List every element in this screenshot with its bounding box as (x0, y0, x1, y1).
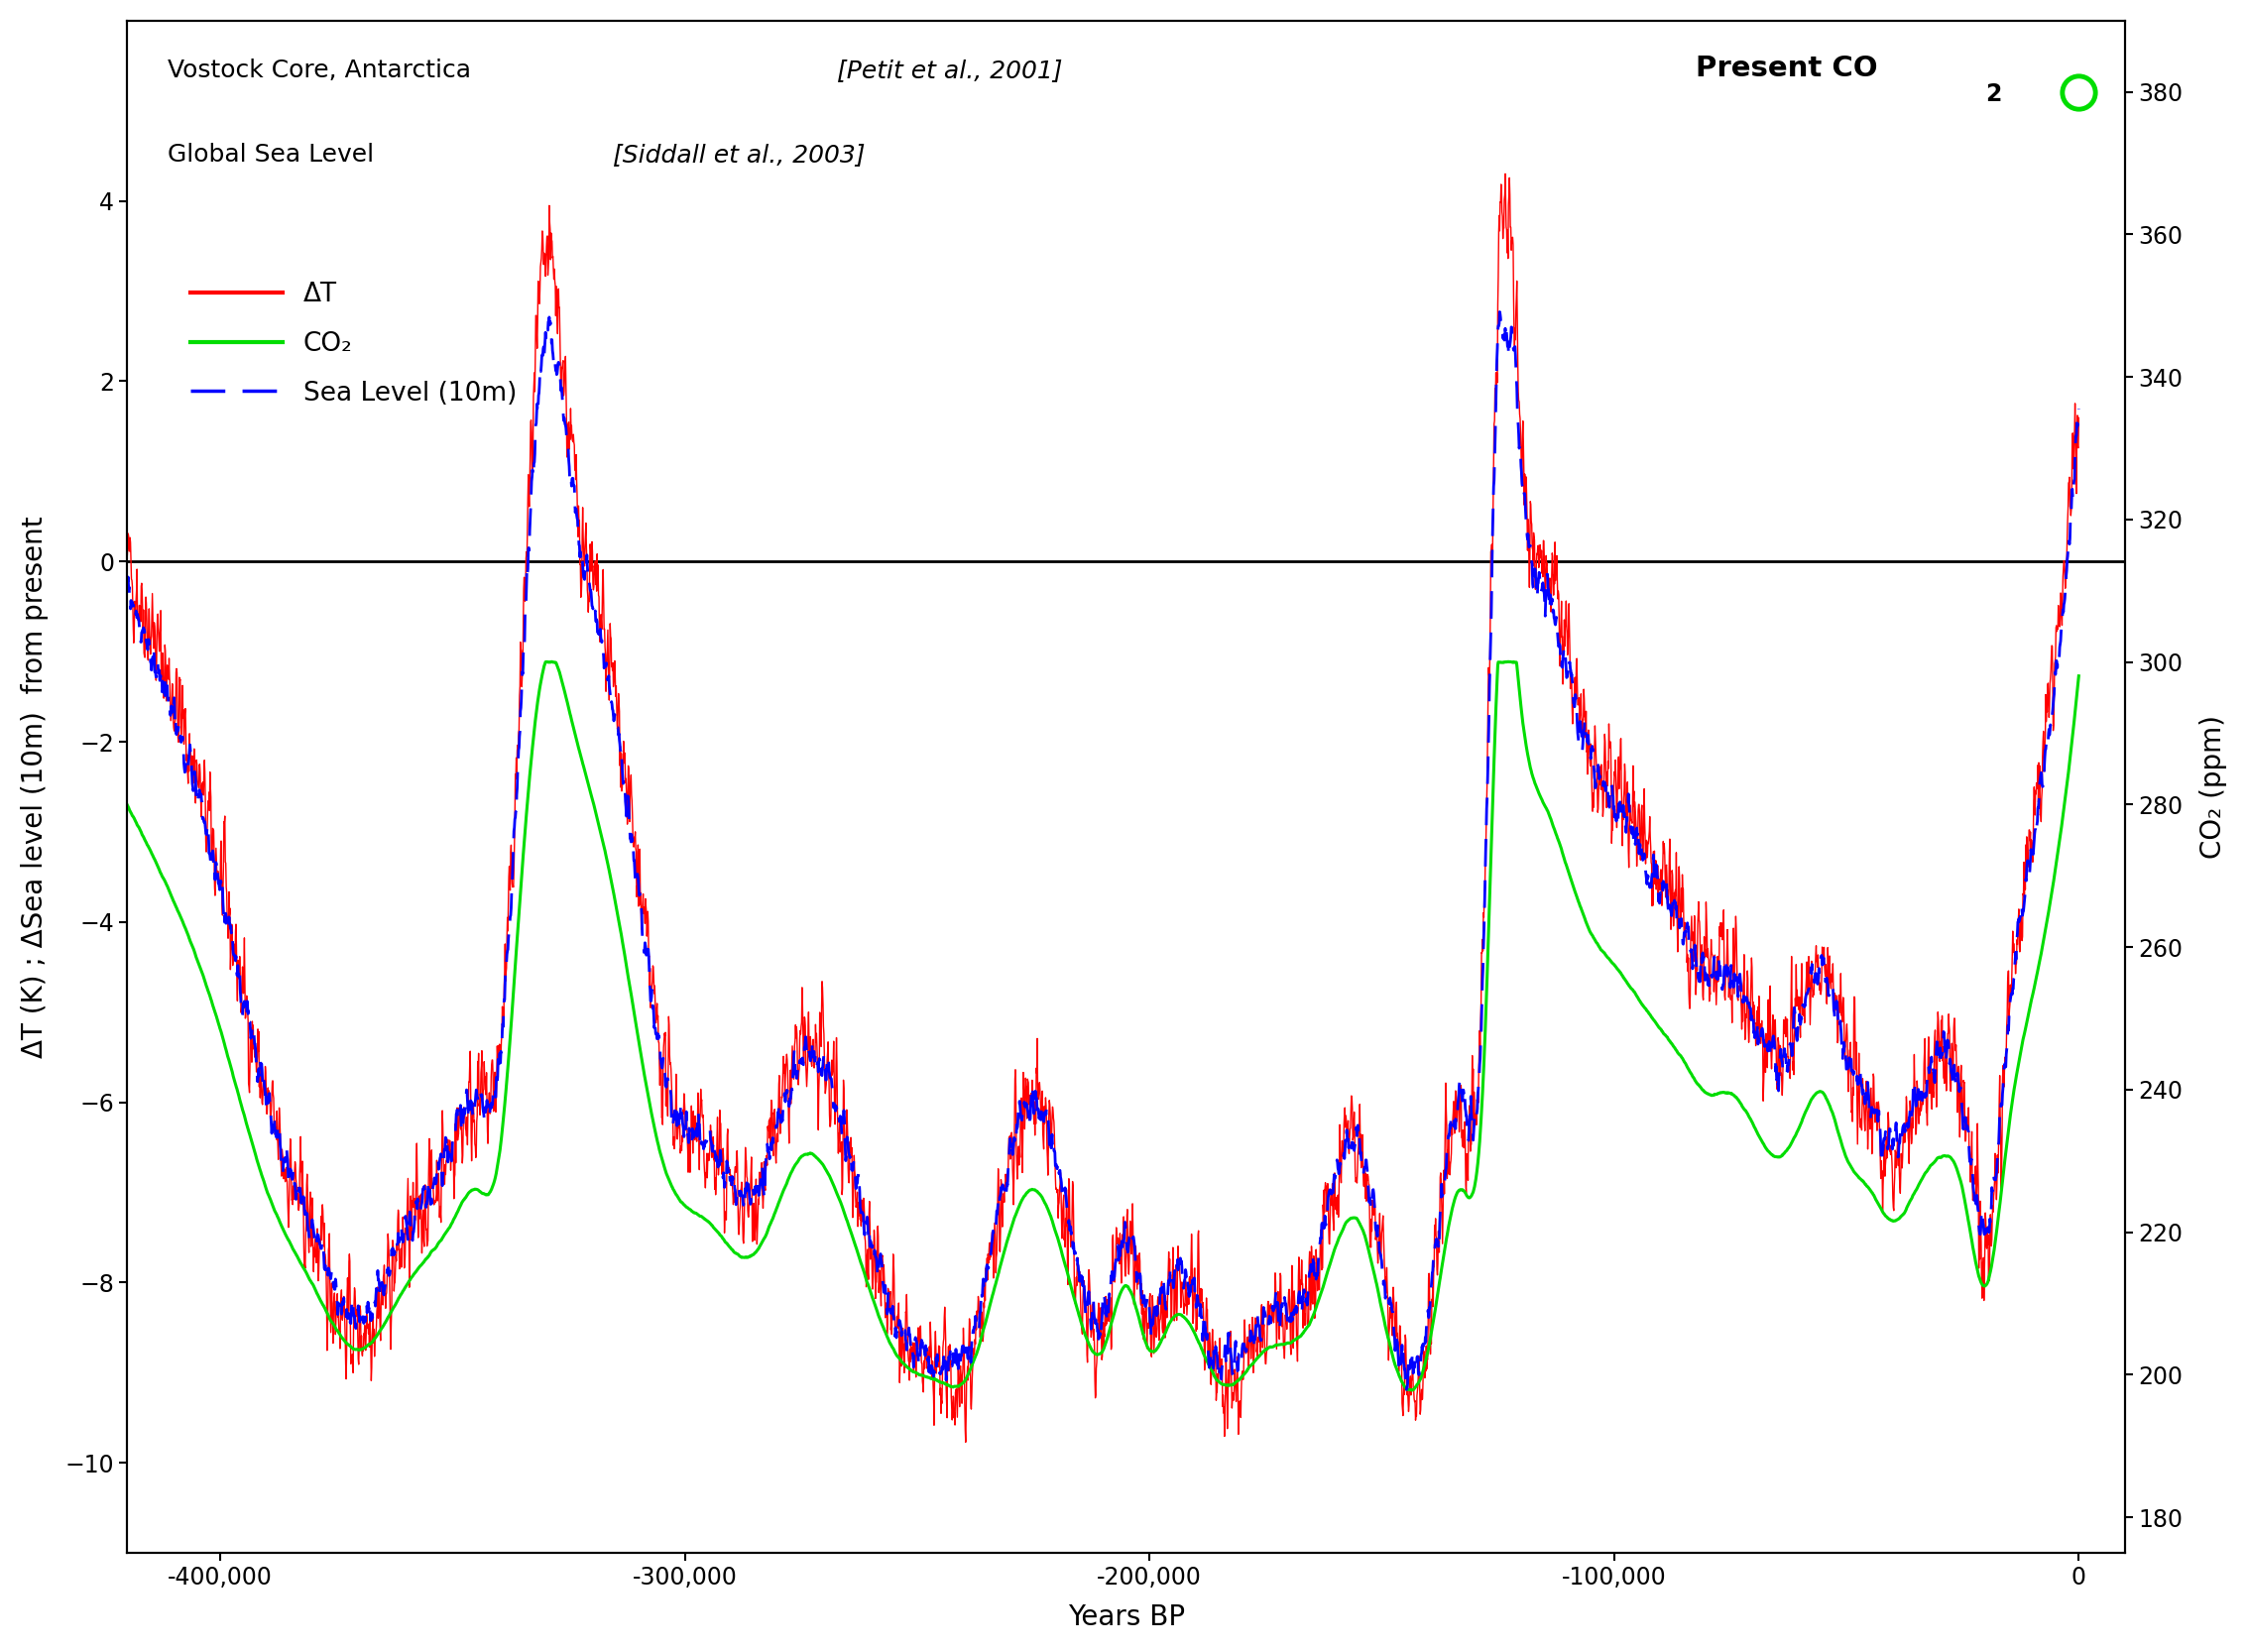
Text: 2: 2 (1985, 83, 2001, 106)
Legend: ΔT, CO₂, Sea Level (10m): ΔT, CO₂, Sea Level (10m) (180, 271, 528, 416)
Text: [Siddall et al., 2003]: [Siddall et al., 2003] (614, 144, 865, 167)
Y-axis label: ΔT (K) ; ΔSea level (10m)  from present: ΔT (K) ; ΔSea level (10m) from present (20, 515, 49, 1057)
Text: Global Sea Level: Global Sea Level (166, 144, 398, 167)
X-axis label: Years BP: Years BP (1068, 1604, 1185, 1631)
Text: Present CO: Present CO (1695, 55, 1877, 83)
Text: Vostock Core, Antarctica: Vostock Core, Antarctica (166, 59, 495, 83)
Y-axis label: CO₂ (ppm): CO₂ (ppm) (2199, 715, 2228, 859)
Text: [Petit et al., 2001]: [Petit et al., 2001] (836, 59, 1061, 83)
